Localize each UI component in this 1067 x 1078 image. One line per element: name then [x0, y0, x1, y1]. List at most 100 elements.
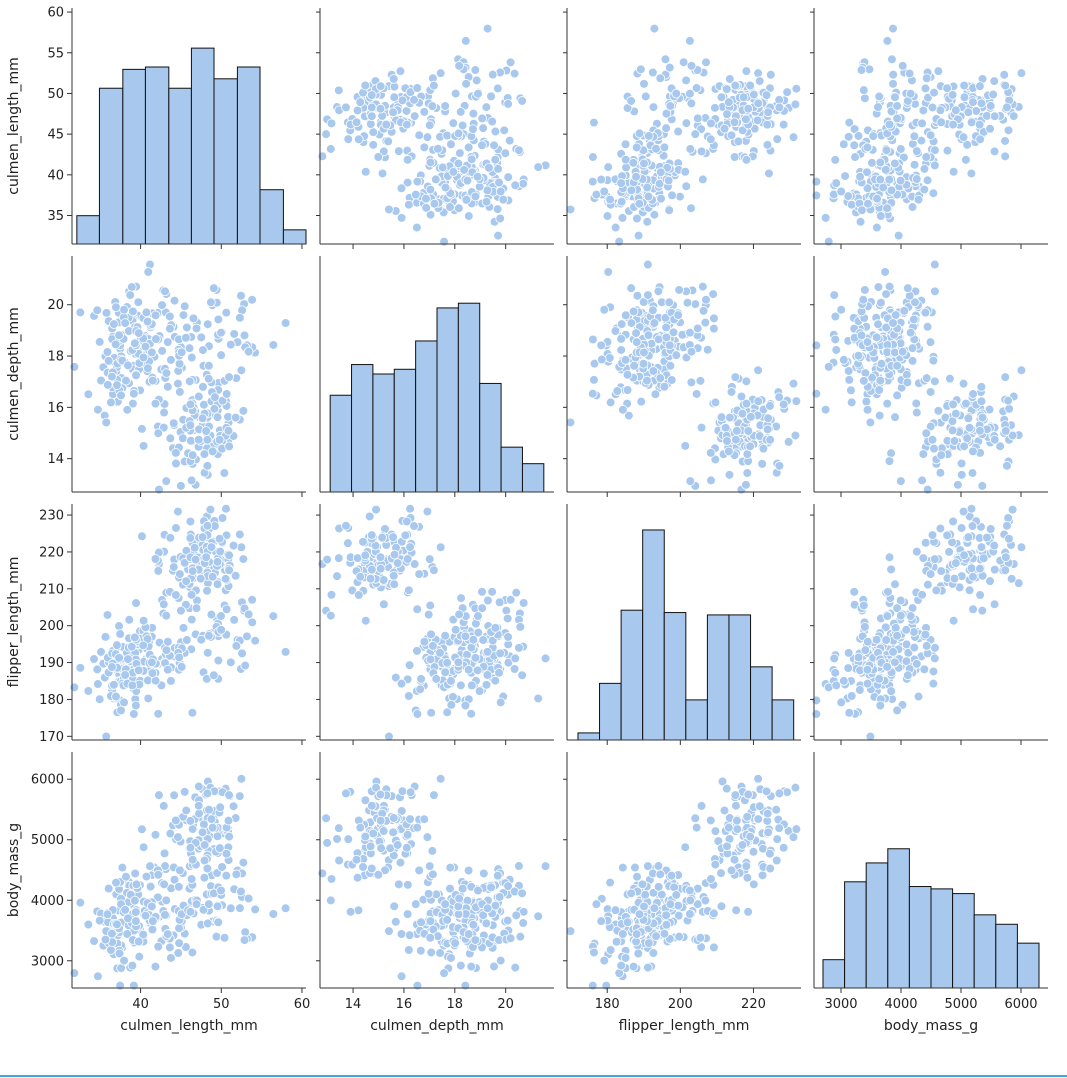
scatter-point [122, 405, 133, 415]
scatter-point [453, 158, 464, 169]
scatter-point [901, 625, 912, 635]
scatter-point [466, 961, 477, 972]
scatter-point [637, 879, 648, 890]
scatter-point [377, 168, 388, 179]
scatter-point [631, 171, 641, 182]
scatter-point [221, 503, 231, 514]
scatter-point [988, 89, 998, 100]
scatter-point [197, 532, 208, 542]
scatter-point [166, 676, 176, 686]
scatter-point [959, 80, 969, 91]
scatter-point [412, 176, 423, 187]
scatter-point [920, 83, 931, 94]
histogram-bar [98, 87, 124, 245]
scatter-point [920, 537, 931, 548]
x-tick-label: 60 [294, 997, 311, 1012]
scatter-point [179, 558, 190, 568]
scatter-point [829, 653, 840, 664]
scatter-point [204, 630, 214, 641]
scatter-point [482, 23, 493, 34]
scatter-point [730, 80, 741, 91]
scatter-point [533, 693, 543, 704]
scatter-point [395, 857, 406, 868]
scatter-point [384, 731, 394, 742]
scatter-point [741, 398, 752, 409]
scatter-point [157, 346, 167, 356]
scatter-point [918, 105, 929, 116]
scatter-point [644, 131, 654, 141]
scatter-point [710, 826, 721, 836]
scatter-point [187, 708, 198, 718]
scatter-point [171, 458, 181, 469]
scatter-point [823, 362, 834, 372]
scatter-point [89, 654, 99, 664]
scatter-point [199, 855, 210, 866]
scatter-point [905, 327, 916, 338]
scatter-point [416, 945, 426, 956]
scatter-point [942, 530, 952, 541]
scatter-point [989, 76, 1000, 86]
scatter-point [686, 98, 697, 109]
scatter-point [123, 360, 133, 371]
scatter-point [101, 417, 112, 428]
scatter-point [862, 337, 873, 347]
scatter-point [474, 686, 485, 696]
scatter-point [989, 146, 1000, 157]
scatter-point [948, 516, 958, 527]
histogram-bar [1016, 942, 1040, 989]
scatter-point [633, 230, 644, 241]
scatter-point [738, 92, 749, 103]
scatter-point [176, 605, 186, 616]
scatter-point [724, 470, 735, 480]
scatter-point [989, 540, 1000, 551]
scatter-point [823, 236, 834, 247]
scatter-point [878, 182, 888, 193]
scatter-point [120, 670, 130, 680]
scatter-point [176, 347, 187, 358]
scatter-point [758, 443, 769, 454]
scatter-point [929, 87, 939, 98]
scatter-point [639, 79, 649, 89]
scatter-point [120, 905, 130, 915]
scatter-point [686, 346, 697, 357]
panel-culmen_depth_mm-vs-culmen_depth_mm [319, 256, 554, 497]
scatter-point [389, 579, 400, 590]
scatter-point [1007, 504, 1018, 515]
scatter-point [209, 670, 219, 681]
scatter-point [153, 941, 164, 952]
scatter-point [448, 692, 458, 702]
scatter-point [425, 157, 436, 168]
scatter-point [671, 890, 682, 900]
scatter-point [383, 136, 393, 147]
scatter-point [951, 105, 961, 116]
scatter-point [626, 318, 637, 328]
scatter-point [472, 171, 483, 182]
scatter-point [134, 951, 145, 962]
scatter-point [853, 131, 864, 141]
scatter-point [655, 167, 666, 177]
scatter-point [811, 176, 822, 187]
scatter-point [175, 387, 185, 397]
scatter-point [830, 334, 841, 345]
scatter-point [624, 410, 634, 421]
panel-culmen_depth_mm-vs-culmen_length_mm: 14 16 18 20 [47, 256, 306, 497]
scatter-point [610, 905, 621, 915]
scatter-point [173, 378, 183, 389]
histogram-bar [415, 340, 438, 493]
scatter-point [410, 189, 421, 200]
scatter-point [126, 641, 137, 652]
scatter-point [643, 259, 653, 270]
scatter-point [446, 953, 456, 963]
scatter-point [388, 813, 399, 823]
scatter-point [868, 131, 879, 141]
scatter-point [235, 903, 245, 913]
scatter-point [216, 611, 226, 621]
scatter-point [696, 146, 707, 157]
scatter-point [457, 883, 468, 894]
scatter-point [194, 781, 204, 792]
scatter-point [412, 83, 423, 93]
scatter-point [332, 834, 342, 844]
scatter-point [975, 81, 985, 91]
scatter-point [224, 441, 234, 452]
histogram-bar [822, 959, 846, 989]
